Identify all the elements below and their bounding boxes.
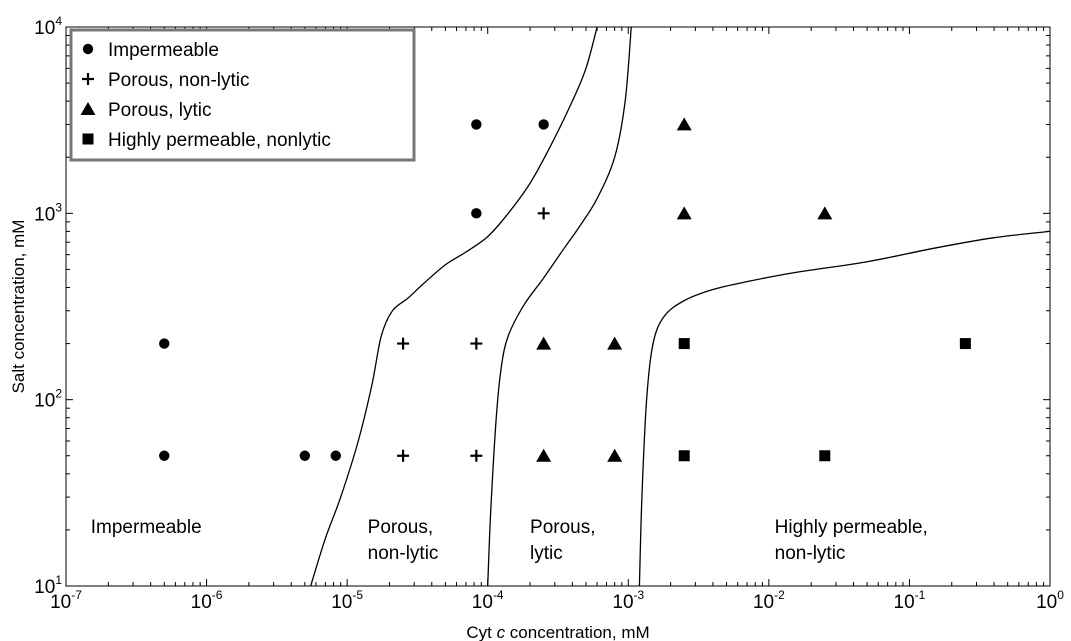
legend-marker-circle xyxy=(82,43,94,55)
data-point-circle xyxy=(471,119,482,130)
data-point-square xyxy=(678,338,690,350)
x-tick-label: 100 xyxy=(1036,588,1064,613)
x-axis-label: Cyt c concentration, mM xyxy=(466,623,649,641)
data-point-plus xyxy=(470,337,483,350)
legend-label: Highly permeable, nonlytic xyxy=(108,130,331,151)
legend-label: Porous, non-lytic xyxy=(108,70,250,91)
data-point-triangle xyxy=(676,206,692,220)
boundary-curve xyxy=(638,230,1051,587)
region-label: Porous, lytic xyxy=(530,517,595,564)
data-point-plus xyxy=(537,207,550,220)
boundary-curve xyxy=(310,26,598,587)
data-point-circle xyxy=(159,450,170,461)
region-label: Impermeable xyxy=(91,517,202,538)
data-point-circle xyxy=(538,119,549,130)
data-point-triangle xyxy=(817,206,833,220)
data-point-triangle xyxy=(536,336,552,350)
x-tick-label: 10-3 xyxy=(612,588,644,613)
data-point-circle xyxy=(471,208,482,219)
legend-marker-square xyxy=(82,133,94,145)
legend: Impermeable Porous, non-lytic Porous, lyti… xyxy=(69,28,416,162)
data-point-square xyxy=(819,450,831,462)
x-tick-label: 10-6 xyxy=(191,588,223,613)
x-tick-label: 10-5 xyxy=(331,588,363,613)
legend-box xyxy=(69,28,416,162)
y-tick-labels: 101 102 103 104 xyxy=(34,14,62,598)
legend-marker-triangle xyxy=(80,102,96,115)
x-tick-labels: 10-7 10-6 10-5 10-4 10-3 10-2 10-1 100 xyxy=(50,588,1064,613)
data-point-triangle xyxy=(536,448,552,462)
axis-ticks xyxy=(65,26,1051,587)
legend-label: Impermeable xyxy=(108,40,219,61)
x-tick-label: 10-7 xyxy=(50,588,82,613)
data-point-circle xyxy=(330,450,341,461)
data-markers xyxy=(159,117,971,462)
y-tick-label: 102 xyxy=(34,387,62,412)
x-tick-label: 10-2 xyxy=(753,588,785,613)
legend-marker-plus xyxy=(82,73,94,85)
data-point-plus xyxy=(470,449,483,462)
y-tick-label: 103 xyxy=(34,200,62,225)
legend-label: Porous, lytic xyxy=(108,100,211,121)
data-point-triangle xyxy=(676,117,692,131)
boundary-lines xyxy=(310,26,1051,587)
region-labels: Impermeable Porous, non-lytic Porous, lytic H… xyxy=(91,517,928,564)
boundary-curve xyxy=(487,26,632,587)
data-point-triangle xyxy=(607,448,623,462)
y-tick-label: 101 xyxy=(34,573,62,598)
data-point-circle xyxy=(159,338,170,349)
data-point-square xyxy=(678,450,690,462)
data-point-plus xyxy=(397,337,410,350)
data-point-triangle xyxy=(607,336,623,350)
y-axis-label: Salt concentration, mM xyxy=(9,220,28,394)
x-tick-label: 10-1 xyxy=(894,588,926,613)
region-label: Highly permeable, non-lytic xyxy=(775,517,928,564)
data-point-square xyxy=(959,338,971,350)
data-point-circle xyxy=(299,450,311,461)
data-point-plus xyxy=(397,449,410,462)
x-tick-label: 10-4 xyxy=(472,588,504,613)
region-label: Porous, non-lytic xyxy=(368,517,439,564)
y-tick-label: 104 xyxy=(34,14,62,39)
